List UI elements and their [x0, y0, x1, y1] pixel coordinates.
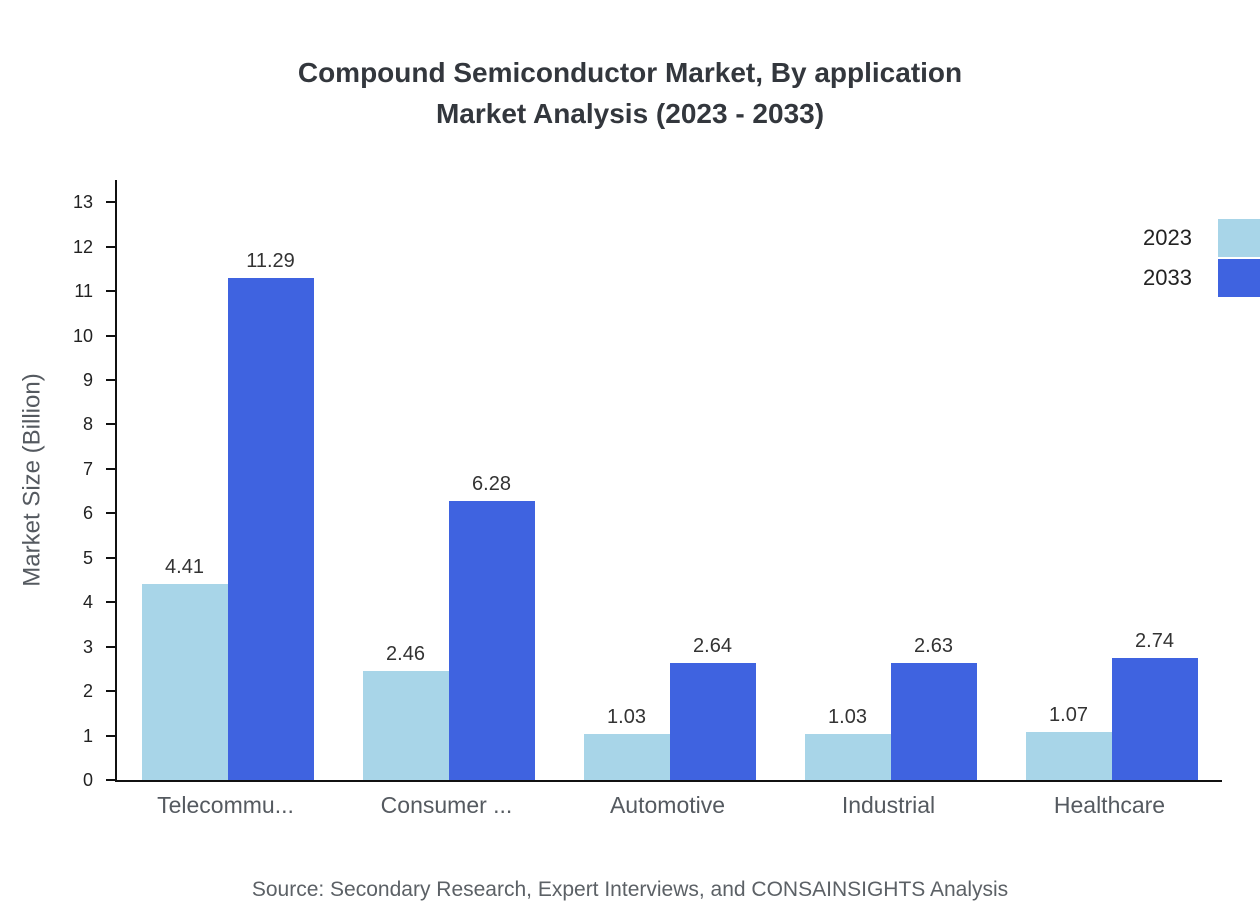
y-tick-label-3: 3	[82, 636, 93, 657]
y-tick-mark-5	[106, 556, 115, 559]
y-tick-mark-7	[106, 467, 115, 470]
bar-value-label-2033-1: 11.29	[246, 250, 295, 273]
bar-column-2023-3: 1.03	[583, 706, 670, 780]
y-tick-label-13: 13	[72, 192, 93, 213]
bar-2033-2	[448, 500, 535, 780]
y-tick-label-12: 12	[72, 236, 93, 257]
bar-column-2033-2: 6.28	[448, 472, 535, 780]
bar-column-2033-4: 2.63	[890, 635, 977, 780]
x-axis-label-3: Automotive	[609, 792, 726, 818]
y-tick-label-4: 4	[82, 592, 93, 613]
legend-swatch-2023	[1218, 219, 1260, 257]
y-tick-label-11: 11	[74, 281, 93, 302]
bar-value-label-2023-2: 2.46	[386, 642, 425, 665]
plot-area: 4.41 11.29 2.46 6.28 1.03 2.64 1.03 2.63 1.07 2.7…	[115, 180, 1222, 782]
y-tick-label-6: 6	[82, 503, 93, 524]
y-tick-mark-1	[106, 734, 115, 737]
y-tick-label-5: 5	[82, 547, 93, 568]
x-axis-labels: Telecommu... Consumer ... Automotive Indust…	[115, 792, 1220, 819]
bar-column-2033-1: 11.29	[227, 250, 314, 780]
x-axis-label-5: Healthcare	[1053, 792, 1166, 818]
bar-2023-4	[804, 734, 891, 780]
bar-2033-5	[1111, 658, 1198, 780]
bar-value-label-2023-4: 1.03	[828, 706, 867, 729]
y-tick-mark-11	[106, 290, 115, 293]
bar-2023-1	[141, 584, 228, 780]
x-axis-label-4: Industrial	[841, 792, 936, 818]
source-note: Source: Secondary Research, Expert Inter…	[251, 878, 1009, 901]
bar-group-4: 1.03 2.63	[780, 180, 1001, 780]
bar-group-2: 2.46 6.28	[338, 180, 559, 780]
bar-group-5: 1.07 2.74	[1001, 180, 1222, 780]
y-tick-mark-13	[106, 201, 115, 204]
x-axis-label-1: Telecommu...	[157, 792, 294, 818]
y-axis-ticks: 0 1 2 3 4 5 6 7 8 9 10 11 12 13	[0, 180, 115, 789]
bar-2033-1	[227, 278, 314, 780]
y-tick-mark-3	[106, 645, 115, 648]
legend-item-2033: 2033	[1143, 258, 1260, 298]
y-tick-mark-0	[106, 779, 115, 781]
bar-value-label-2033-2: 6.28	[472, 472, 511, 495]
y-tick-label-8: 8	[82, 414, 93, 435]
bar-column-2023-1: 4.41	[141, 556, 228, 780]
y-tick-mark-8	[106, 423, 115, 426]
y-tick-mark-6	[106, 512, 115, 515]
chart-title: Compound Semiconductor Market, By applic…	[0, 52, 1260, 134]
y-tick-label-0: 0	[82, 770, 93, 790]
bar-2023-3	[583, 734, 670, 780]
x-axis-label-2: Consumer ...	[380, 792, 513, 818]
legend-swatch-2033	[1218, 259, 1260, 297]
bar-column-2023-4: 1.03	[804, 706, 891, 780]
y-tick-label-10: 10	[72, 325, 93, 346]
legend: 2023 2033	[1143, 218, 1260, 298]
y-tick-mark-9	[106, 379, 115, 381]
bar-group-1: 4.41 11.29	[117, 180, 338, 780]
y-tick-mark-12	[106, 245, 115, 248]
y-tick-mark-10	[106, 334, 115, 337]
bar-value-label-2023-1: 4.41	[165, 556, 204, 578]
bar-value-label-2033-4: 2.63	[914, 635, 953, 658]
y-tick-mark-2	[106, 690, 115, 693]
bar-value-label-2033-5: 2.74	[1135, 630, 1174, 653]
bar-column-2033-5: 2.74	[1111, 630, 1198, 780]
chart-title-line2: Market Analysis (2023 - 2033)	[435, 98, 825, 129]
y-tick-label-1: 1	[82, 725, 93, 746]
bar-group-3: 1.03 2.64	[559, 180, 780, 780]
legend-item-2023: 2023	[1143, 218, 1260, 258]
bar-value-label-2033-3: 2.64	[693, 634, 732, 657]
bar-value-label-2023-5: 1.07	[1049, 704, 1088, 727]
bar-2023-2	[362, 670, 449, 780]
bar-2033-4	[890, 663, 977, 780]
bar-2023-5	[1025, 732, 1112, 780]
chart-title-line1: Compound Semiconductor Market, By applic…	[297, 57, 963, 88]
y-tick-label-9: 9	[82, 370, 93, 390]
y-tick-label-7: 7	[82, 458, 93, 479]
bar-column-2023-2: 2.46	[362, 642, 449, 780]
y-tick-mark-4	[106, 601, 115, 604]
legend-label-2033: 2033	[1143, 265, 1192, 290]
y-tick-label-2: 2	[82, 681, 93, 702]
legend-label-2023: 2023	[1143, 225, 1192, 250]
bar-value-label-2023-3: 1.03	[607, 706, 646, 729]
bar-column-2033-3: 2.64	[669, 634, 756, 780]
bar-column-2023-5: 1.07	[1025, 704, 1112, 780]
bar-2033-3	[669, 662, 756, 780]
